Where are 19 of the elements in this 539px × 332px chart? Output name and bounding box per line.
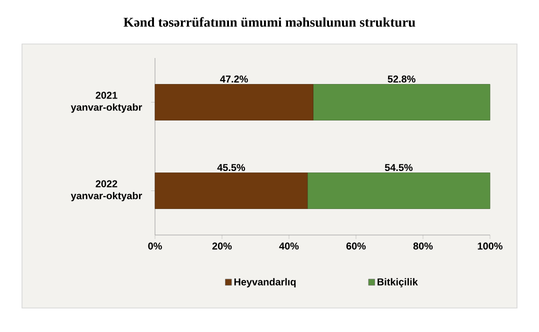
x-tick-label: 100%: [478, 242, 502, 250]
x-tick-label: 0%: [148, 242, 162, 250]
data-label: 47.2%: [220, 76, 248, 83]
legend-label: Heyvandarlıq: [234, 278, 296, 288]
x-tick-label: 40%: [279, 242, 299, 250]
x-tick-label: 20%: [212, 242, 232, 250]
bar: [312, 84, 490, 120]
data-label: 52.8%: [388, 76, 416, 83]
bar: [154, 172, 308, 209]
legend-label: Bitkiçilik: [378, 278, 418, 288]
data-label: 54.5%: [384, 164, 413, 172]
data-label: 45.5%: [217, 164, 246, 172]
x-tick-label: 60%: [346, 242, 366, 250]
chart-title: Kənd təsərrüfatının ümumi məhsulunun strukturu: [124, 17, 416, 27]
x-tick-label: 80%: [413, 242, 433, 250]
bar: [307, 172, 490, 209]
y-tick-label: 2022 yanvar-oktyabr: [70, 180, 142, 202]
y-tick-label: 2021 yanvar-oktyabr: [70, 92, 142, 113]
bar: [154, 84, 314, 120]
